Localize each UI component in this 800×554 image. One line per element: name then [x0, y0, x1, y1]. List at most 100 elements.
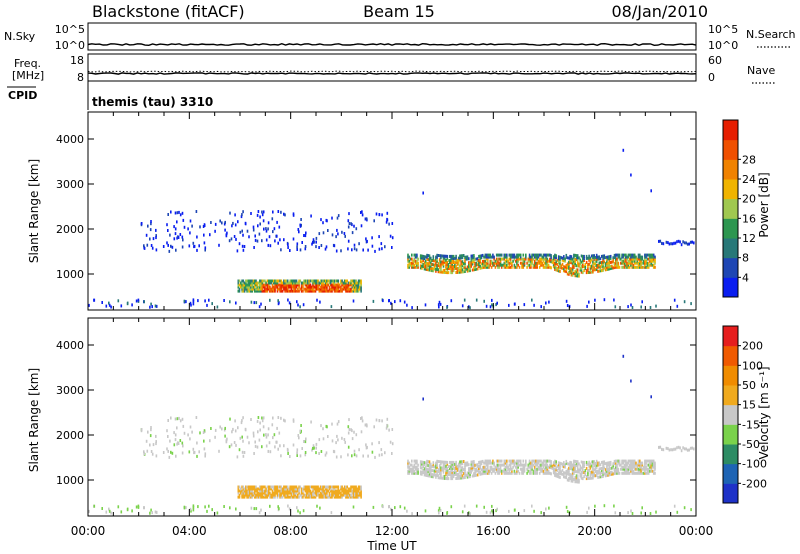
velocity-echo-cell: [188, 450, 191, 454]
velocity-echo-cell: [575, 464, 578, 468]
velocity-echo-cell: [284, 489, 286, 493]
power-echo-cell: [662, 242, 665, 246]
velocity-echo-cell: [283, 489, 285, 493]
velocity-echo-cell: [498, 459, 500, 463]
velocity-echo-cell: [372, 505, 375, 509]
power-echo-cell: [312, 241, 314, 244]
power-echo-cell: [516, 257, 518, 261]
power-echo-cell: [269, 298, 271, 302]
power-echo-cell: [507, 261, 509, 265]
power-echo-cell: [319, 289, 322, 293]
power-echo-cell: [203, 233, 205, 237]
velocity-echo-cell: [260, 489, 262, 493]
velocity-echo-cell: [300, 491, 303, 495]
power-echo-cell: [683, 241, 686, 245]
power-echo-cell: [554, 255, 556, 259]
velocity-echo-cell: [500, 471, 503, 475]
power-echo-cell: [626, 263, 628, 267]
power-echo-cell: [471, 262, 474, 266]
velocity-echo-cell: [269, 450, 272, 454]
velocity-echo-cell: [490, 465, 493, 469]
velocity-echo-cell: [627, 471, 630, 475]
velocity-echo-cell: [241, 419, 243, 423]
power-echo-cell: [487, 261, 489, 265]
velocity-echo-cell: [661, 447, 663, 451]
velocity-echo-cell: [651, 469, 654, 473]
velocity-echo-cell: [639, 463, 641, 467]
power-echo-cell: [258, 305, 261, 309]
velocity-echo-cell: [540, 465, 542, 469]
power-echo-cell: [145, 233, 148, 237]
power-echo-cell: [498, 253, 500, 257]
velocity-echo-cell: [478, 469, 480, 472]
power-echo-cell: [471, 268, 474, 272]
power-echo-cell: [563, 255, 565, 259]
power-echo-cell: [271, 285, 274, 289]
velocity-echo-cell: [426, 467, 428, 471]
power-echo-cell: [360, 224, 363, 228]
power-echo-cell: [489, 253, 492, 257]
velocity-echo-cell: [281, 495, 284, 499]
power-echo-cell: [265, 238, 268, 242]
velocity-echo-cell: [261, 487, 264, 491]
power-echo-cell: [243, 281, 246, 285]
velocity-echo-cell: [496, 507, 498, 511]
power-echo-cell: [527, 259, 530, 263]
velocity-echo-cell: [252, 434, 255, 438]
velocity-echo-cell: [353, 430, 355, 434]
power-echo-cell: [280, 279, 283, 283]
velocity-echo-cell: [253, 493, 256, 497]
power-echo-cell: [428, 254, 431, 258]
velocity-echo-cell: [259, 493, 261, 497]
velocity-echo-cell: [620, 467, 622, 471]
velocity-echo-cell: [355, 493, 357, 497]
power-echo-cell: [479, 266, 481, 270]
velocity-echo-cell: [654, 471, 656, 475]
velocity-echo-cell: [333, 491, 336, 495]
power-echo-cell: [108, 303, 111, 307]
velocity-echo-cell: [330, 511, 333, 515]
velocity-echo-cell: [511, 459, 513, 463]
power-echo-cell: [516, 265, 518, 269]
power-echo-cell: [436, 263, 438, 267]
velocity-echo-cell: [173, 431, 175, 435]
power-echo-cell: [566, 262, 569, 266]
velocity-echo-cell: [564, 463, 566, 467]
velocity-echo-cell: [488, 471, 490, 475]
velocity-echo-cell: [152, 443, 155, 447]
velocity-echo-cell: [284, 493, 286, 497]
power-echo-cell: [283, 285, 285, 289]
power-echo-cell: [257, 287, 260, 291]
power-echo-cell: [559, 255, 561, 259]
velocity-echo-cell: [589, 466, 592, 470]
velocity-echo-cell: [351, 495, 354, 499]
power-echo-cell: [309, 289, 312, 293]
power-echo-cell: [641, 265, 644, 269]
velocity-echo-cell: [597, 463, 599, 467]
velocity-echo-cell: [592, 460, 594, 464]
velocity-echo-cell: [445, 464, 447, 468]
colorbar-tick-label: 24: [742, 173, 756, 186]
velocity-echo-cell: [616, 465, 618, 469]
power-echo-cell: [588, 262, 590, 266]
velocity-echo-cell: [645, 467, 647, 471]
velocity-echo-cell: [297, 489, 299, 493]
power-echo-cell: [374, 249, 376, 253]
velocity-echo-cell: [250, 493, 252, 497]
power-echo-cell: [308, 287, 310, 291]
power-echo-cell: [631, 261, 633, 265]
velocity-echo-cell: [637, 463, 640, 467]
velocity-echo-cell: [409, 469, 412, 473]
velocity-echo-cell: [250, 418, 252, 421]
velocity-echo-cell: [245, 487, 247, 491]
velocity-echo-cell: [328, 493, 331, 497]
power-echo-cell: [323, 279, 326, 283]
velocity-echo-cell: [240, 491, 242, 495]
power-echo-cell: [423, 257, 426, 261]
power-echo-cell: [506, 263, 508, 267]
power-echo-cell: [579, 268, 582, 272]
power-echo-cell: [511, 255, 513, 259]
velocity-echo-cell: [571, 465, 574, 469]
power-echo-cell: [257, 281, 260, 285]
